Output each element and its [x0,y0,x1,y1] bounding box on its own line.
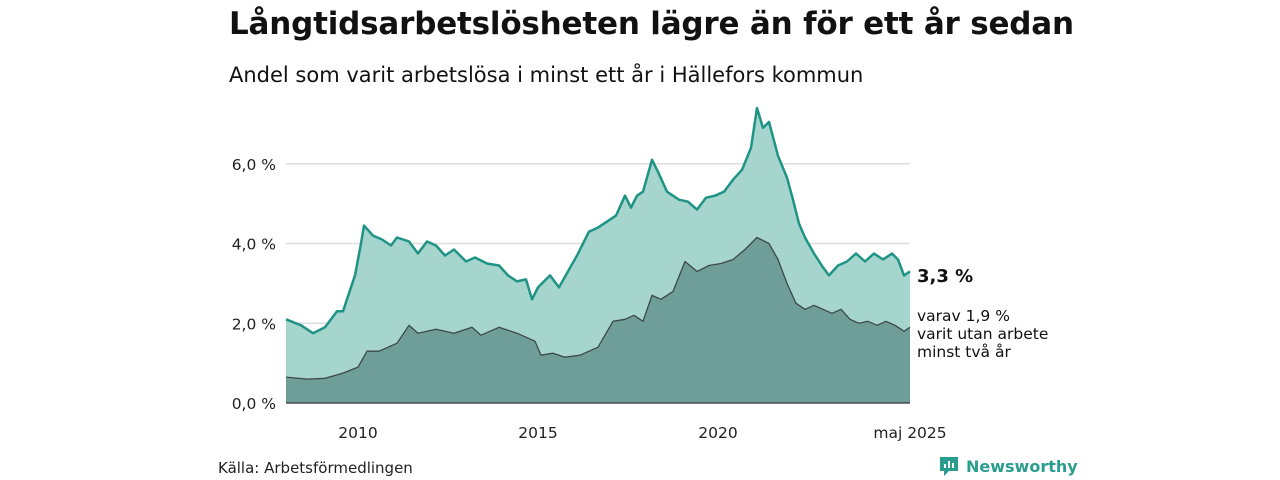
sub-end-label-line: varit utan arbete [917,325,1049,343]
axis-labels: 0,0 % 2,0 % 4,0 % 6,0 % 2010 2015 2020 maj 2025 [232,156,947,442]
chart-subtitle: Andel som varit arbetslösa i minst ett å… [229,63,864,87]
sub-series-line [285,236,911,380]
brand-name: Newsworthy [966,456,1078,476]
chart-areas [285,106,911,403]
sub-end-label-line: minst två år [917,343,1011,361]
newsworthy-logo-icon [940,457,958,476]
y-tick-label: 6,0 % [232,156,276,174]
total-series-line [285,106,911,335]
y-tick-label: 4,0 % [232,236,276,254]
x-tick-label: maj 2025 [873,424,946,442]
source-note: Källa: Arbetsförmedlingen [218,459,413,477]
sub-series-area [286,237,910,403]
brand-logo: Newsworthy [938,455,1078,477]
x-tick-label: 2015 [518,424,557,442]
y-tick-label: 2,0 % [232,315,276,333]
x-tick-label: 2020 [698,424,737,442]
sub-end-label: varav 1,9 % varit utan arbete minst två … [917,307,1087,361]
chart-title: Långtidsarbetslösheten lägre än för ett … [229,6,1074,42]
x-tick-label: 2010 [338,424,377,442]
y-tick-label: 0,0 % [232,395,276,413]
total-end-label: 3,3 % [917,266,974,287]
sub-end-label-line: varav 1,9 % [917,307,1010,325]
